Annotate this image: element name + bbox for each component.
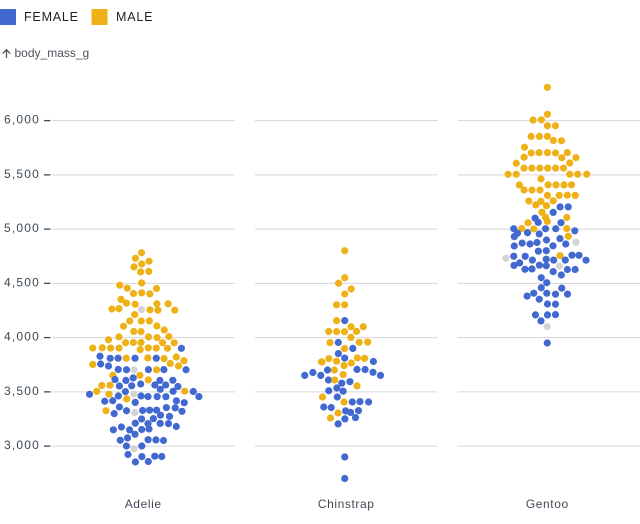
svg-text:body_mass_g: body_mass_g — [15, 46, 90, 60]
svg-text:4,000: 4,000 — [4, 330, 40, 344]
svg-text:Gentoo: Gentoo — [526, 497, 569, 511]
svg-text:6,000: 6,000 — [4, 113, 40, 127]
svg-text:Chinstrap: Chinstrap — [318, 497, 375, 511]
svg-text:4,500: 4,500 — [4, 275, 40, 289]
svg-text:3,500: 3,500 — [4, 384, 40, 398]
svg-text:5,500: 5,500 — [4, 167, 40, 181]
svg-text:3,000: 3,000 — [4, 438, 40, 452]
svg-text:MALE: MALE — [116, 10, 153, 24]
svg-text:FEMALE: FEMALE — [24, 10, 79, 24]
svg-text:Adelie: Adelie — [125, 497, 162, 511]
svg-text:5,000: 5,000 — [4, 221, 40, 235]
